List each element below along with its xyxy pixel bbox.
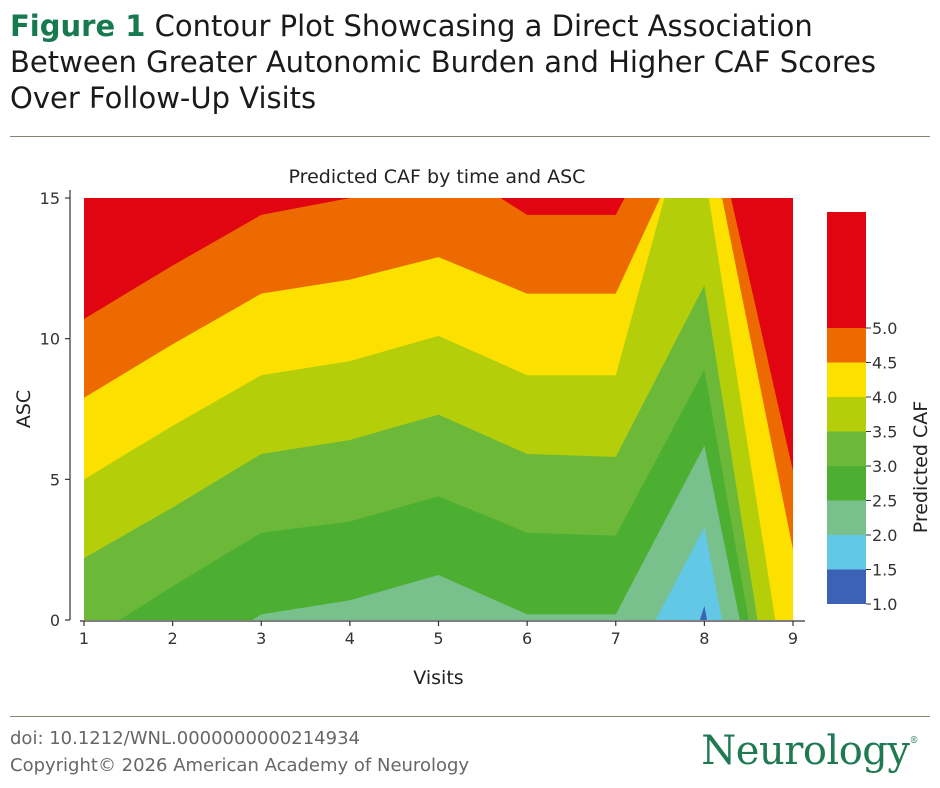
figure-title: Contour Plot Showcasing a Direct Associa… bbox=[10, 9, 877, 115]
y-tick-label: 10 bbox=[40, 330, 60, 349]
colorbar-segment bbox=[827, 328, 866, 363]
y-tick-label: 0 bbox=[50, 611, 60, 630]
axes: 1 2 3 4 5 6 7 8 9 0 5 10 15 Visits ASC bbox=[13, 189, 805, 689]
colorbar-tick-label: 1.5 bbox=[872, 561, 897, 580]
x-tick-label: 3 bbox=[256, 629, 266, 648]
colorbar-segment bbox=[827, 212, 866, 328]
contour-band-1 bbox=[699, 605, 708, 620]
colorbar-tick-label: 3.0 bbox=[872, 457, 897, 476]
copyright-text: Copyright© 2026 American Academy of Neur… bbox=[10, 755, 470, 776]
x-tick-label: 7 bbox=[611, 629, 621, 648]
neurology-logo: Neurology® bbox=[701, 728, 918, 774]
colorbar-legend: 1.0 1.5 2.0 2.5 3.0 3.5 4.0 4.5 5.0 Predicted CAF bbox=[827, 212, 932, 614]
x-tick-label: 9 bbox=[788, 629, 798, 648]
top-divider bbox=[10, 136, 930, 137]
colorbar-segment bbox=[827, 500, 866, 535]
colorbar-segment bbox=[827, 362, 866, 397]
contour-band-2-5 bbox=[84, 369, 749, 620]
figure-caption: Figure 1 Contour Plot Showcasing a Direc… bbox=[10, 8, 930, 116]
x-tick-label: 6 bbox=[522, 629, 532, 648]
contour-band-1-5 bbox=[655, 527, 723, 620]
contour-chart: Predicted CAF by time and ASC 1 2 3 4 5 6 7 8 9 0… bbox=[13, 166, 932, 689]
registered-mark: ® bbox=[909, 736, 919, 746]
colorbar-tick-label: 4.5 bbox=[872, 354, 897, 373]
colorbar-tick-label: 2.0 bbox=[872, 526, 897, 545]
colorbar-tick-label: 4.0 bbox=[872, 388, 897, 407]
colorbar-title: Predicted CAF bbox=[910, 401, 932, 533]
x-tick-label: 4 bbox=[345, 629, 355, 648]
y-tick-label: 15 bbox=[40, 189, 60, 208]
figure-label: Figure 1 bbox=[10, 9, 146, 43]
colorbar-segment bbox=[827, 466, 866, 501]
y-tick-label: 5 bbox=[50, 470, 60, 489]
x-tick-label: 5 bbox=[433, 629, 443, 648]
colorbar-tick-label: 1.0 bbox=[872, 595, 897, 614]
colorbar-tick-label: 3.5 bbox=[872, 423, 897, 442]
x-tick-label: 8 bbox=[699, 629, 709, 648]
colorbar-tick-label: 2.5 bbox=[872, 492, 897, 511]
doi-text: doi: 10.1212/WNL.0000000000214934 bbox=[10, 728, 360, 749]
colorbar-segment bbox=[827, 397, 866, 432]
chart-title: Predicted CAF by time and ASC bbox=[289, 166, 586, 188]
colorbar-segment bbox=[827, 535, 866, 570]
colorbar-tick-label: 5.0 bbox=[872, 319, 897, 338]
brand-name: Neurology bbox=[701, 728, 910, 774]
bottom-divider bbox=[10, 716, 930, 717]
x-tick-label: 2 bbox=[168, 629, 178, 648]
colorbar-segment bbox=[827, 569, 866, 604]
x-tick-label: 1 bbox=[79, 629, 89, 648]
contour-bands bbox=[84, 198, 793, 620]
x-axis-label: Visits bbox=[413, 667, 463, 689]
y-axis-label: ASC bbox=[13, 390, 35, 428]
colorbar-segment bbox=[827, 431, 866, 466]
